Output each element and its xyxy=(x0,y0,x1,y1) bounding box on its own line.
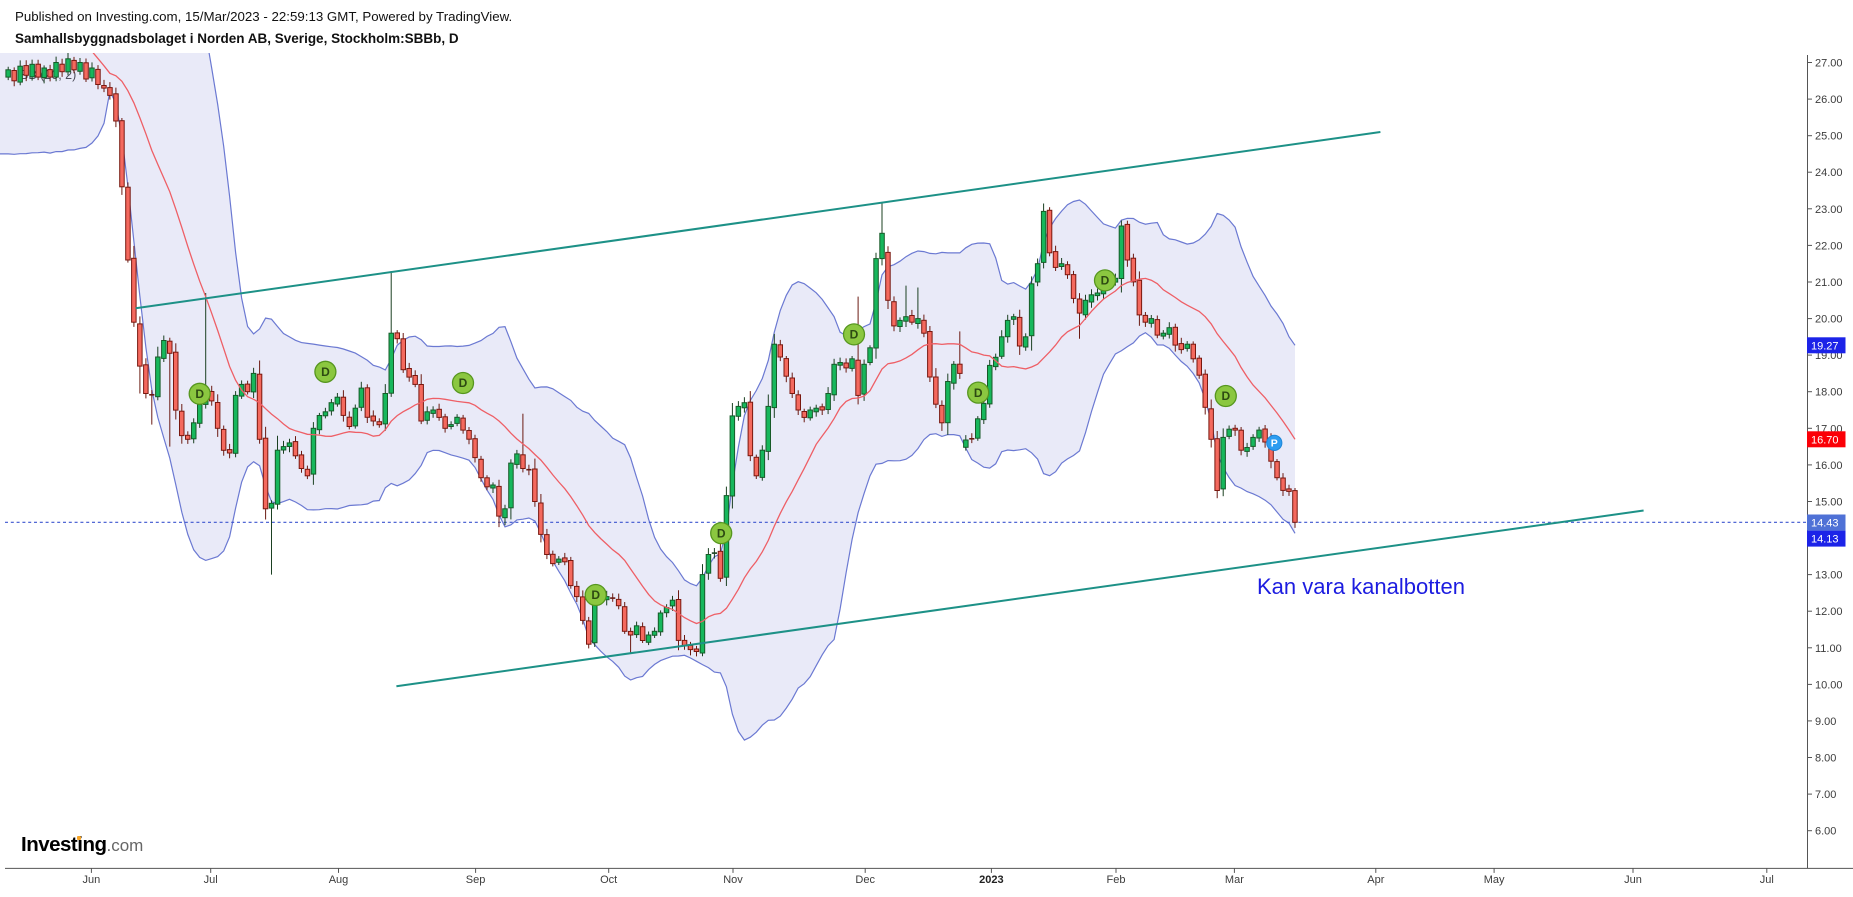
svg-text:12.00: 12.00 xyxy=(1815,606,1843,618)
svg-text:D: D xyxy=(321,365,330,379)
svg-text:23.00: 23.00 xyxy=(1815,204,1843,216)
svg-text:19.27: 19.27 xyxy=(1811,340,1839,352)
svg-text:Dec: Dec xyxy=(855,874,875,886)
svg-text:6.00: 6.00 xyxy=(1815,826,1836,838)
svg-text:D: D xyxy=(1101,274,1110,288)
svg-text:15.00: 15.00 xyxy=(1815,497,1843,509)
svg-text:26.00: 26.00 xyxy=(1815,94,1843,106)
svg-text:D: D xyxy=(1221,389,1230,403)
svg-text:14.43: 14.43 xyxy=(1811,518,1839,530)
svg-text:13.00: 13.00 xyxy=(1815,570,1843,582)
svg-text:D: D xyxy=(974,386,983,400)
svg-text:11.00: 11.00 xyxy=(1815,643,1842,655)
svg-text:16.00: 16.00 xyxy=(1815,460,1843,472)
svg-text:2023: 2023 xyxy=(979,874,1003,886)
svg-text:21.00: 21.00 xyxy=(1815,277,1843,289)
svg-text:24.00: 24.00 xyxy=(1815,167,1843,179)
svg-text:Jun: Jun xyxy=(83,874,101,886)
svg-text:10.00: 10.00 xyxy=(1815,679,1843,691)
svg-text:22.00: 22.00 xyxy=(1815,240,1843,252)
svg-text:D: D xyxy=(717,526,726,540)
svg-text:Aug: Aug xyxy=(329,874,349,886)
svg-text:D: D xyxy=(591,588,600,602)
svg-text:Jul: Jul xyxy=(1760,874,1774,886)
svg-text:Mar: Mar xyxy=(1225,874,1244,886)
svg-text:May: May xyxy=(1484,874,1505,886)
svg-text:7.00: 7.00 xyxy=(1815,789,1836,801)
svg-text:16.70: 16.70 xyxy=(1811,434,1839,446)
svg-text:Sep: Sep xyxy=(466,874,486,886)
svg-text:D: D xyxy=(459,376,468,390)
svg-text:Apr: Apr xyxy=(1367,874,1384,886)
svg-text:8.00: 8.00 xyxy=(1815,753,1836,765)
svg-text:Feb: Feb xyxy=(1107,874,1126,886)
svg-text:Jun: Jun xyxy=(1624,874,1642,886)
svg-text:25.00: 25.00 xyxy=(1815,131,1843,143)
svg-text:Kan vara kanalbotten: Kan vara kanalbotten xyxy=(1257,574,1465,599)
svg-text:20.00: 20.00 xyxy=(1815,314,1843,326)
svg-text:P: P xyxy=(1271,438,1278,450)
svg-text:Nov: Nov xyxy=(723,874,743,886)
svg-text:9.00: 9.00 xyxy=(1815,716,1836,728)
svg-text:D: D xyxy=(195,387,204,401)
svg-text:27.00: 27.00 xyxy=(1815,58,1843,70)
svg-text:18.00: 18.00 xyxy=(1815,387,1843,399)
svg-text:D: D xyxy=(850,328,859,342)
svg-text:14.13: 14.13 xyxy=(1811,534,1839,546)
svg-text:Oct: Oct xyxy=(600,874,617,886)
svg-text:Jul: Jul xyxy=(204,874,218,886)
